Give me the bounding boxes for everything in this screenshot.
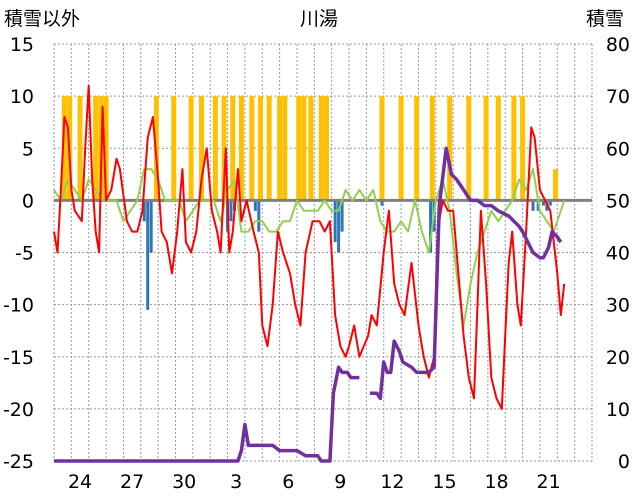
y-right-tick-label: 40	[606, 243, 630, 265]
sunshine-bar	[296, 96, 302, 201]
sunshine-bar	[447, 96, 453, 201]
y-right-tick-label: 0	[618, 451, 630, 473]
y-right-tick-label: 10	[606, 399, 630, 421]
sunshine-bar	[258, 96, 264, 201]
sunshine-bar	[429, 96, 435, 201]
y-left-tick-label: 5	[22, 138, 34, 160]
precipitation-bar	[429, 200, 433, 253]
line-series	[53, 84, 566, 463]
sunshine-bar	[520, 96, 526, 201]
precipitation-bar	[541, 200, 545, 206]
sunshine-bar	[301, 96, 307, 201]
sunshine-bar	[379, 96, 385, 201]
y-right-tick-label: 60	[606, 138, 630, 160]
x-tick-label: 12	[380, 471, 404, 493]
sunshine-bar	[553, 169, 559, 201]
y-left-tick-label: 15	[10, 34, 34, 56]
y-left-tick-label: -25	[3, 451, 34, 473]
sunshine-bar	[511, 96, 517, 201]
precipitation-bar	[253, 200, 257, 211]
y-left-axis-label: 積雪以外	[4, 8, 81, 30]
sunshine-bar	[308, 96, 314, 201]
sunshine-bar	[61, 96, 67, 201]
sunshine-bar	[221, 96, 227, 201]
precipitation-bar	[257, 200, 261, 232]
sunshine-bar	[230, 96, 236, 201]
snow-depth-line	[54, 365, 360, 463]
precipitation-bar	[333, 200, 337, 243]
precipitation-bar	[380, 200, 384, 206]
x-tick-label: 18	[484, 471, 508, 493]
sunshine-bar	[103, 96, 109, 201]
sunshine-bar	[398, 96, 404, 201]
sunshine-bar	[282, 96, 288, 201]
x-tick-label: 21	[537, 471, 561, 493]
sunshine-bar	[318, 96, 324, 201]
sunshine-bar	[414, 96, 420, 201]
precipitation-bar	[337, 200, 341, 253]
x-tick-label: 9	[334, 471, 346, 493]
y-right-tick-label: 80	[606, 34, 630, 56]
precipitation-bar	[340, 200, 344, 232]
sunshine-bar	[212, 96, 218, 201]
sunshine-bar	[199, 96, 205, 201]
snow-depth-line	[369, 146, 563, 401]
temp-max-line	[53, 84, 566, 410]
sunshine-bar	[495, 96, 501, 201]
x-tick-label: 15	[432, 471, 456, 493]
precipitation-bar	[229, 200, 233, 222]
y-left-tick-label: -5	[15, 243, 34, 265]
y-right-tick-label: 30	[606, 295, 630, 317]
y-left-tick-label: -20	[3, 399, 34, 421]
y-left-tick-label: 0	[22, 190, 34, 212]
sunshine-bar	[238, 96, 244, 201]
y-left-tick-label: -10	[3, 295, 34, 317]
sunshine-bar	[171, 96, 177, 201]
y-right-axis-label: 積雪	[586, 8, 625, 30]
x-tick-label: 3	[230, 471, 242, 493]
sunshine-bar	[188, 96, 194, 201]
sunshine-bar	[323, 96, 329, 201]
sunshine-bar	[483, 96, 489, 201]
x-tick-label: 27	[120, 471, 144, 493]
y-left-tick-label: -15	[3, 347, 34, 369]
sunshine-bar	[466, 96, 472, 201]
sunshine-bar	[249, 96, 255, 201]
precipitation-bar	[142, 200, 146, 222]
sunshine-bar	[93, 96, 99, 201]
x-tick-label: 6	[282, 471, 294, 493]
precipitation-bar	[531, 200, 535, 211]
y-right-tick-label: 70	[606, 86, 630, 108]
sunshine-bar	[77, 96, 83, 201]
chart-title: 川湯	[300, 8, 339, 30]
sunshine-bar	[277, 96, 283, 201]
y-right-tick-label: 20	[606, 347, 630, 369]
precipitation-bar	[548, 200, 552, 206]
precipitation-bar	[149, 200, 153, 253]
x-tick-label: 30	[172, 471, 196, 493]
x-tick-label: 24	[68, 471, 92, 493]
y-left-tick-label: 10	[10, 86, 34, 108]
precipitation-bar	[146, 200, 150, 310]
y-right-tick-label: 50	[606, 190, 630, 212]
sunshine-bar	[266, 96, 272, 201]
